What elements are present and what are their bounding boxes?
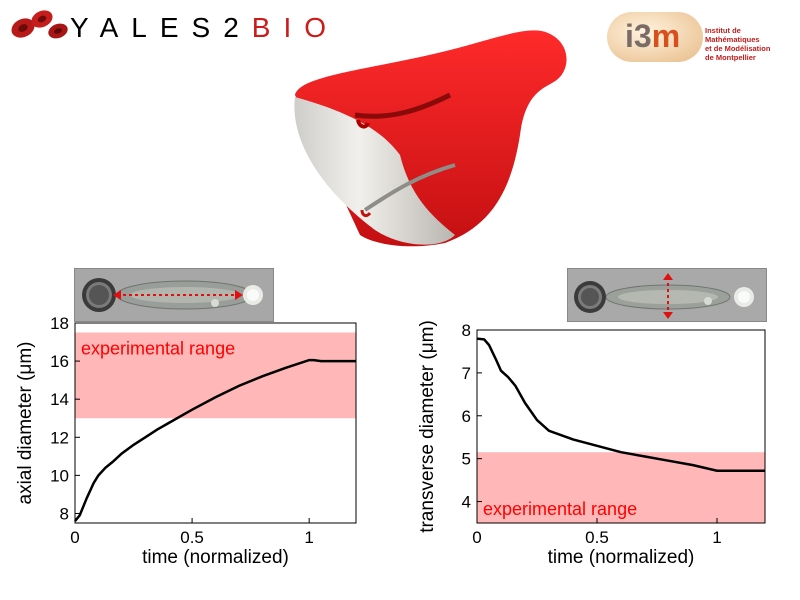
x-tick-label: 1 [304, 528, 313, 547]
y-tick-label: 8 [462, 321, 471, 340]
i3m-caption-line: et de Modélisation [705, 44, 771, 53]
cell-upper-ridge [354, 92, 452, 119]
y-tick-label: 5 [462, 450, 471, 469]
red-blood-cells-icon [11, 10, 68, 39]
transverse-diameter-chart: experimental range 0 0.5 1 4 5 6 7 8 time (norm… [417, 320, 766, 568]
i3m-caption-line: Institut de Mathématiques [705, 26, 760, 44]
cell-upper-notch [356, 119, 370, 129]
cell-3d-render [294, 30, 567, 247]
experimental-range-label: experimental range [81, 339, 235, 359]
y-tick-label: 16 [50, 352, 69, 371]
i3m-caption: Institut de Mathématiques et de Modélisa… [705, 26, 795, 62]
y-tick-label: 4 [462, 493, 471, 512]
plot-frame [74, 322, 357, 524]
y-tick-label: 8 [60, 504, 69, 523]
transverse-diameter-line [476, 337, 765, 472]
x-tick-label: 1 [712, 528, 721, 547]
double-arrow-horizontal-icon [113, 290, 243, 300]
x-axis-label: time (normalized) [548, 547, 695, 568]
x-tick-label: 0 [70, 528, 79, 547]
cell-lower-slit [363, 163, 456, 212]
i3m-badge: i3m [607, 12, 703, 62]
plot-frame [476, 329, 766, 524]
double-arrow-vertical-icon [663, 273, 673, 319]
yales2bio-logo: YALES2BIO [8, 8, 358, 44]
x-axis-label: time (normalized) [142, 547, 289, 568]
y-tick-label: 7 [462, 364, 471, 383]
yales2-text: YALES2 [70, 12, 252, 43]
i3m-caption-line: de Montpellier [705, 53, 756, 62]
i3m-name-part1: i3 [625, 18, 652, 54]
y-tick-label: 12 [50, 428, 69, 447]
y-tick-label: 6 [462, 407, 471, 426]
x-tick-label: 0.5 [585, 528, 609, 547]
experimental-range-label: experimental range [483, 499, 637, 519]
x-tick-label: 0 [472, 528, 481, 547]
y-axis-label: axial diameter (μm) [15, 342, 36, 505]
axial-diameter-line [74, 358, 356, 522]
yales2bio-wordmark: YALES2BIO [70, 12, 339, 44]
y-tick-label: 10 [50, 466, 69, 485]
x-tick-label: 0.5 [180, 528, 204, 547]
y-axis-label: transverse diameter (μm) [417, 320, 438, 533]
i3m-name-part2: m [651, 18, 681, 54]
y-tick-label: 14 [50, 390, 69, 409]
i3m-logo: i3m Institut de Mathématiques et de Modé… [607, 12, 793, 62]
y-tick-label: 18 [50, 316, 69, 333]
microscope-image-axial [74, 268, 274, 322]
cell-interior-white [294, 97, 455, 245]
bio-text: BIO [251, 12, 340, 43]
i3m-name: i3m [625, 18, 680, 55]
experimental-range-band [75, 332, 356, 419]
experimental-range-band [477, 452, 765, 523]
cell-lower-notch [360, 209, 372, 218]
microscope-image-transverse [567, 268, 767, 322]
